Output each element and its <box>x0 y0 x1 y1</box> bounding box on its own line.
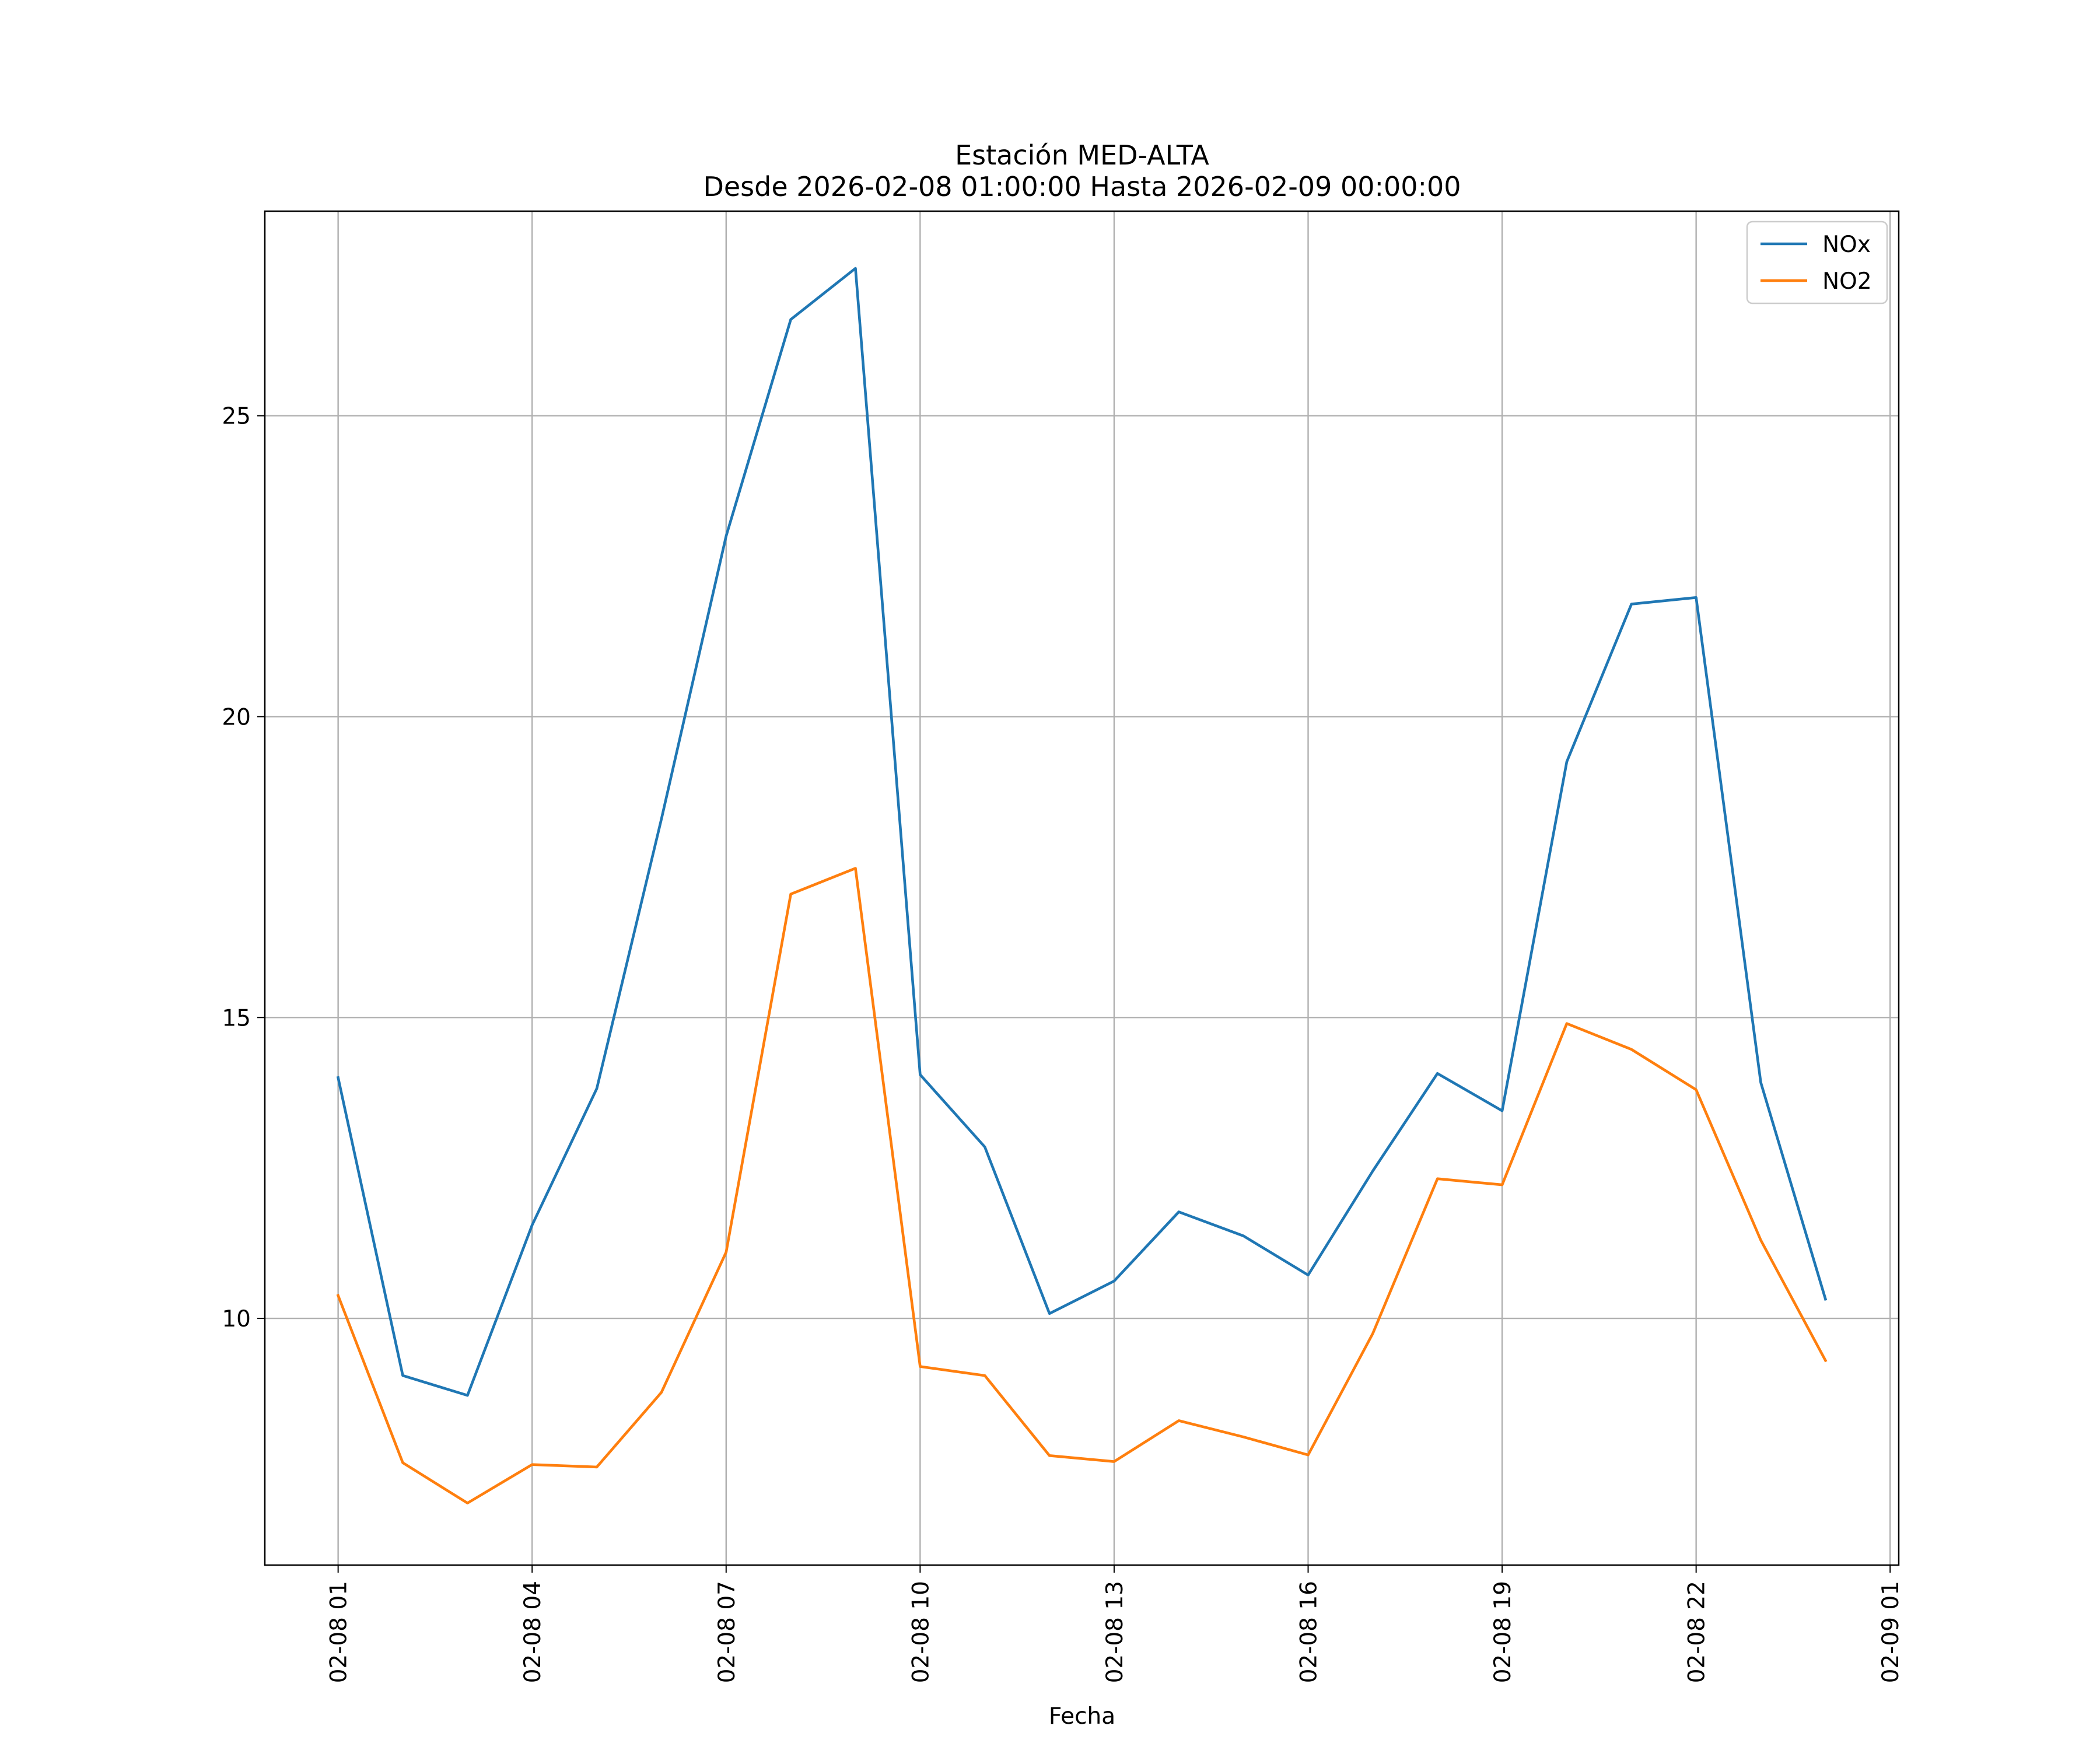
series-layer <box>336 267 1828 1504</box>
y-tick-label: 20 <box>222 705 251 731</box>
x-tick-label: 02-08 10 <box>908 1581 934 1683</box>
x-tick-label: 02-08 13 <box>1102 1581 1128 1683</box>
y-tick-label: 10 <box>222 1306 251 1332</box>
x-tick-label: 02-08 19 <box>1490 1581 1516 1683</box>
legend-box <box>1746 220 1888 304</box>
x-tick-label: 02-08 22 <box>1684 1581 1710 1683</box>
legend-label-no2: NO2 <box>1822 268 1872 295</box>
legend: NOx NO2 <box>1746 220 1888 304</box>
x-tick-label: 02-08 01 <box>326 1581 352 1683</box>
y-axis-ticks: 10 15 20 25 <box>222 404 265 1332</box>
grid <box>265 211 1899 1565</box>
series-line-no2 <box>336 867 1828 1504</box>
x-tick-label: 02-08 04 <box>520 1581 546 1683</box>
x-tick-label: 02-08 07 <box>714 1581 740 1683</box>
legend-label-nox: NOx <box>1822 232 1871 258</box>
plot-frame <box>264 210 1900 1566</box>
series-line-nox <box>336 267 1828 1397</box>
chart-title: Estación MED-ALTA <box>955 139 1209 171</box>
x-tick-label: 02-09 01 <box>1878 1581 1904 1683</box>
x-axis-label: Fecha <box>1049 1703 1115 1730</box>
y-tick-label: 15 <box>222 1005 251 1031</box>
x-axis-ticks: 02-08 01 02-08 04 02-08 07 02-08 10 02-08 13… <box>326 1565 1904 1683</box>
x-tick-label: 02-08 16 <box>1296 1581 1322 1683</box>
y-tick-label: 25 <box>222 404 251 430</box>
chart-subtitle: Desde 2026-02-08 01:00:00 Hasta 2026-02-… <box>703 171 1461 202</box>
